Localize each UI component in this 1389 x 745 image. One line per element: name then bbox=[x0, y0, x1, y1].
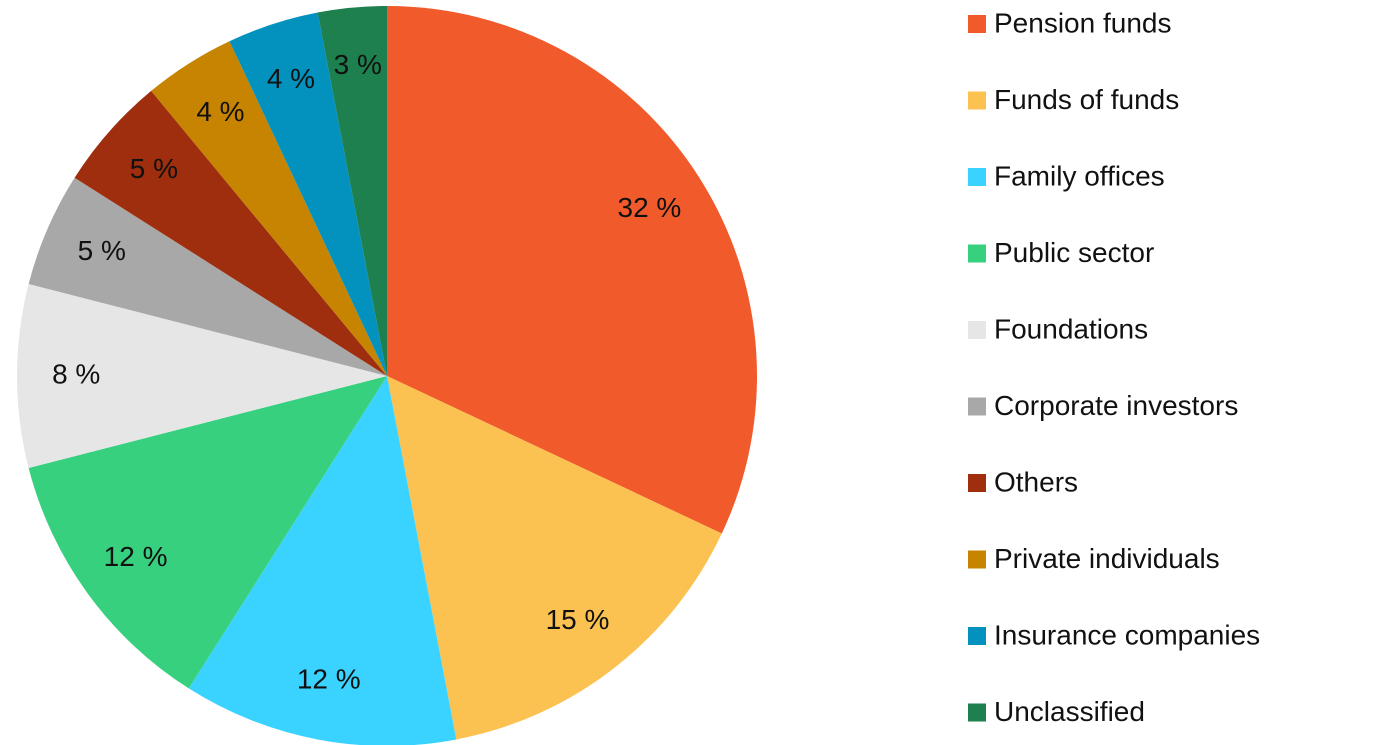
legend-swatch bbox=[968, 244, 986, 263]
data-label: 15 % bbox=[546, 604, 610, 635]
data-label: 32 % bbox=[618, 192, 682, 223]
legend-swatch bbox=[968, 91, 986, 110]
legend-swatch bbox=[968, 321, 986, 339]
legend-label: Insurance companies bbox=[994, 619, 1260, 650]
pie-slice bbox=[28, 376, 387, 689]
data-label: 5 % bbox=[78, 235, 126, 266]
legend-label: Private individuals bbox=[994, 543, 1220, 574]
pie-slice bbox=[74, 90, 388, 377]
pie-slice bbox=[317, 6, 387, 376]
legend-label: Funds of funds bbox=[994, 84, 1179, 115]
legend-swatch bbox=[968, 627, 986, 645]
data-label: 4 % bbox=[267, 63, 315, 94]
legend-label: Pension funds bbox=[994, 7, 1171, 38]
legend-swatch bbox=[968, 397, 986, 416]
legend-swatch bbox=[968, 15, 986, 33]
data-label: 3 % bbox=[334, 49, 382, 80]
pie-slice bbox=[28, 177, 387, 376]
pie-slice bbox=[229, 12, 387, 377]
data-label: 5 % bbox=[130, 153, 178, 184]
legend-swatch bbox=[968, 703, 986, 722]
pie-slice bbox=[387, 6, 757, 534]
pie-slice bbox=[188, 376, 457, 745]
pie-slice bbox=[17, 283, 388, 469]
pie-slice bbox=[387, 376, 722, 740]
data-label: 4 % bbox=[196, 96, 244, 127]
pie-slice bbox=[151, 41, 387, 376]
legend-swatch bbox=[968, 550, 986, 569]
data-label: 12 % bbox=[104, 541, 168, 572]
legend-label: Unclassified bbox=[994, 696, 1145, 727]
data-label: 8 % bbox=[52, 358, 100, 389]
legend-label: Family offices bbox=[994, 160, 1165, 191]
legend-label: Foundations bbox=[994, 313, 1148, 344]
legend-swatch bbox=[968, 474, 986, 492]
legend-label: Public sector bbox=[994, 237, 1154, 268]
legend-swatch bbox=[968, 168, 986, 186]
legend-label: Others bbox=[994, 466, 1078, 497]
data-label: 12 % bbox=[297, 664, 361, 695]
legend-label: Corporate investors bbox=[994, 390, 1238, 421]
